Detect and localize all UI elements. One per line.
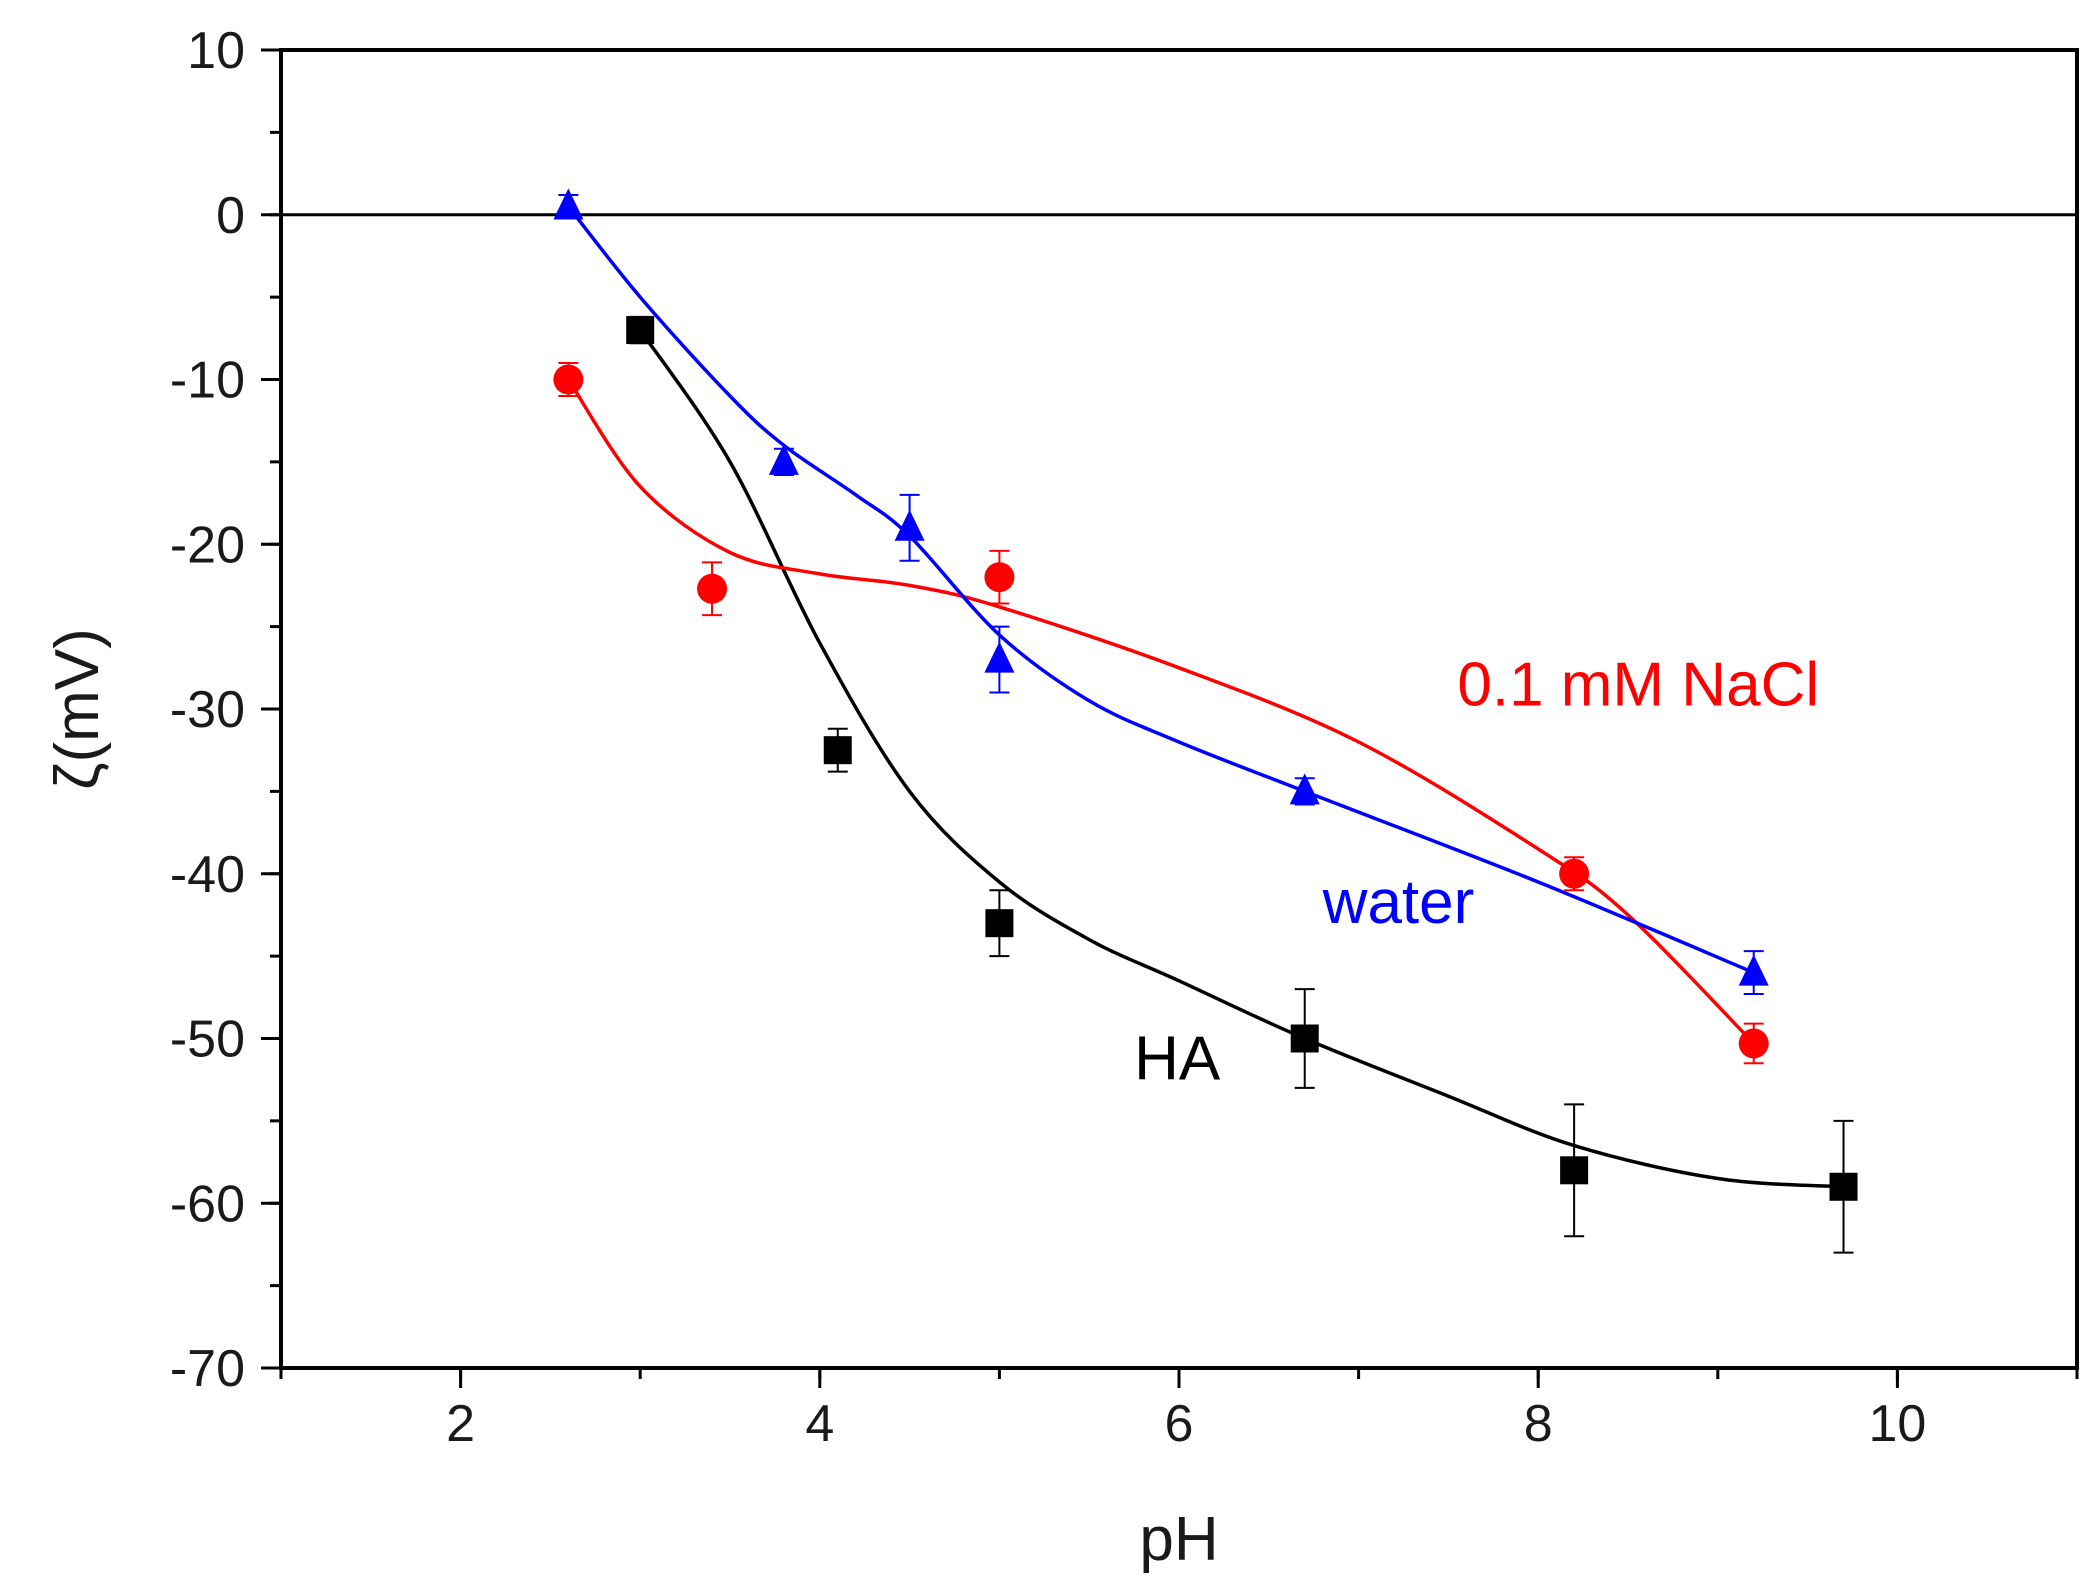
point-nacl — [984, 562, 1015, 593]
error-bars — [558, 193, 1854, 1254]
point-ha — [985, 909, 1014, 938]
x-tick-label: 8 — [1524, 1395, 1553, 1453]
label-water: water — [1322, 868, 1475, 937]
x-axis-title: pH — [1139, 1505, 1218, 1574]
x-tick-label: 10 — [1868, 1395, 1926, 1453]
point-ha — [1290, 1024, 1319, 1053]
point-water — [768, 443, 799, 475]
y-tick-label: -10 — [170, 352, 245, 410]
point-water — [894, 509, 925, 541]
point-water — [553, 188, 584, 220]
x-tick-label: 2 — [446, 1395, 475, 1453]
y-tick-label: 10 — [187, 22, 245, 80]
y-tick-label: -20 — [170, 516, 245, 574]
point-water — [1738, 954, 1769, 986]
point-ha — [823, 736, 852, 765]
data-markers — [553, 188, 1858, 1201]
y-tick-label: -30 — [170, 681, 245, 739]
y-tick-label: 0 — [216, 187, 245, 245]
curve-ha — [638, 329, 1844, 1189]
label-nacl: 0.1 mM NaCl — [1457, 651, 1819, 720]
x-tick-label: 6 — [1165, 1395, 1194, 1453]
x-tick-label: 4 — [805, 1395, 834, 1453]
point-water — [984, 641, 1015, 673]
point-ha — [626, 316, 655, 345]
point-nacl — [1559, 858, 1590, 889]
y-tick-label: -50 — [170, 1011, 245, 1069]
point-water — [1289, 773, 1320, 805]
point-ha — [1829, 1172, 1858, 1201]
series-labels: HA 0.1 mM NaCl water — [1134, 651, 1819, 1094]
point-nacl — [697, 573, 728, 604]
point-nacl — [1738, 1028, 1769, 1059]
label-ha: HA — [1134, 1025, 1221, 1094]
tick-labels: 2 4 6 8 10 10 0 -10 -20 -30 -40 -50 -60 -70 — [170, 22, 1926, 1453]
y-tick-label: -70 — [170, 1340, 245, 1398]
point-nacl — [553, 364, 584, 395]
axis-ticks — [261, 48, 2079, 1388]
y-tick-label: -40 — [170, 846, 245, 904]
point-ha — [1560, 1156, 1589, 1185]
y-tick-label: -60 — [170, 1175, 245, 1233]
y-axis-title: ζ(mV) — [43, 628, 112, 790]
